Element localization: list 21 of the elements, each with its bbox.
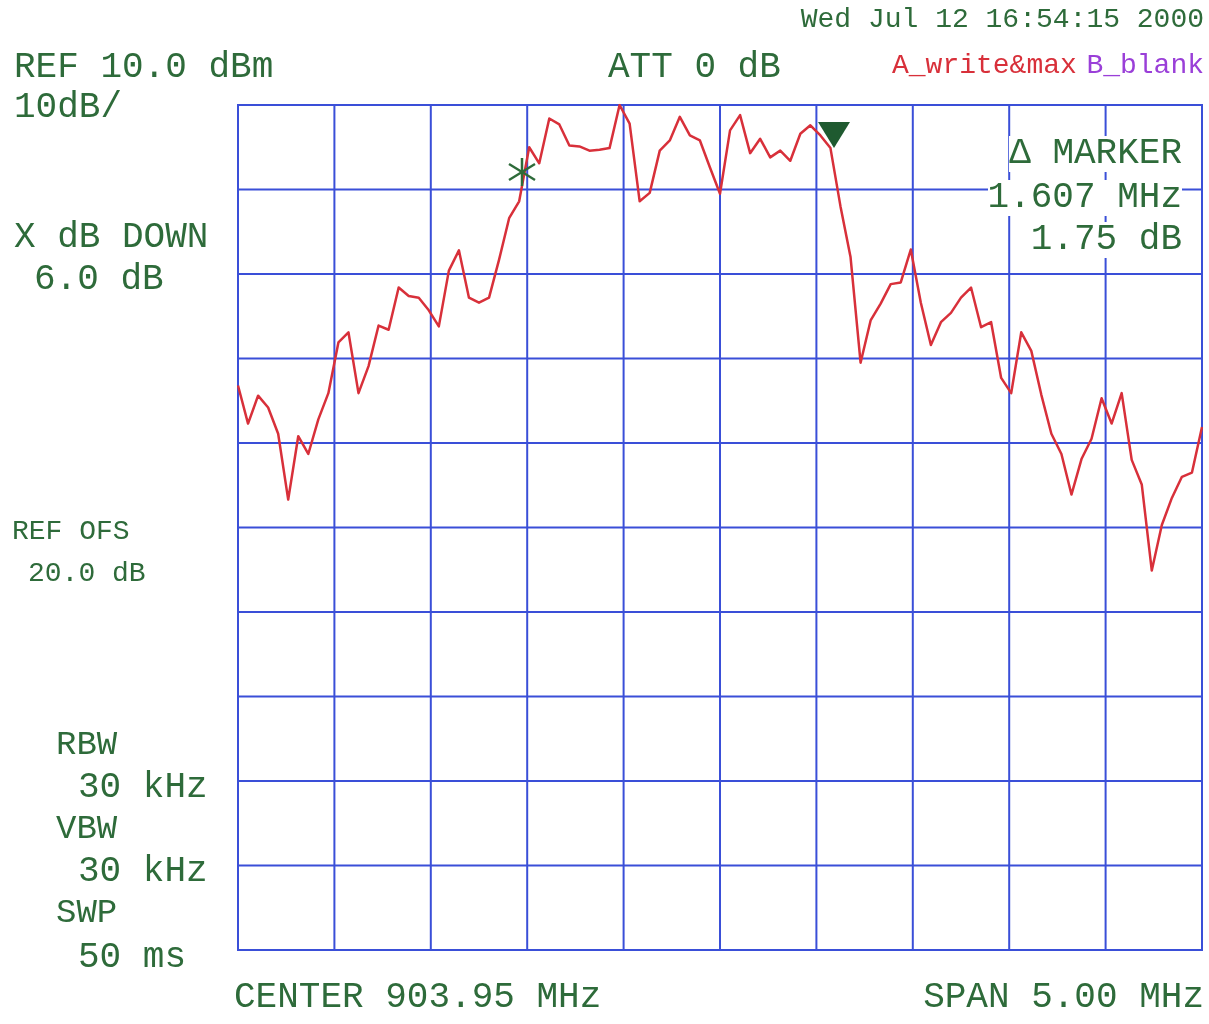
text: RBW: [56, 726, 118, 764]
text: SWP: [56, 894, 118, 932]
text: CENTER 903.95 MHz: [234, 977, 602, 1018]
text: 50 ms: [78, 937, 187, 978]
text: 30 kHz: [78, 851, 208, 892]
text: X dB DOWN: [14, 217, 209, 258]
text: REF OFS: [12, 516, 130, 547]
text: Wed Jul 12 16:54:15 2000: [800, 4, 1204, 35]
text: B_blank: [1086, 50, 1204, 81]
text: 10dB/: [14, 87, 123, 128]
text: REF 10.0 dBm: [14, 47, 274, 88]
text: VBW: [56, 810, 118, 848]
text: 30 kHz: [78, 767, 208, 808]
text: 6.0 dB: [34, 259, 164, 300]
text: SPAN 5.00 MHz: [923, 977, 1204, 1018]
annotation: 1.607 MHz: [987, 177, 1182, 218]
text: 20.0 dB: [28, 558, 146, 589]
annotation: Δ MARKER: [1009, 133, 1182, 174]
text: ATT 0 dB: [608, 47, 781, 88]
text: A_write&max: [892, 50, 1077, 81]
annotation: 1.75 dB: [1030, 219, 1182, 260]
